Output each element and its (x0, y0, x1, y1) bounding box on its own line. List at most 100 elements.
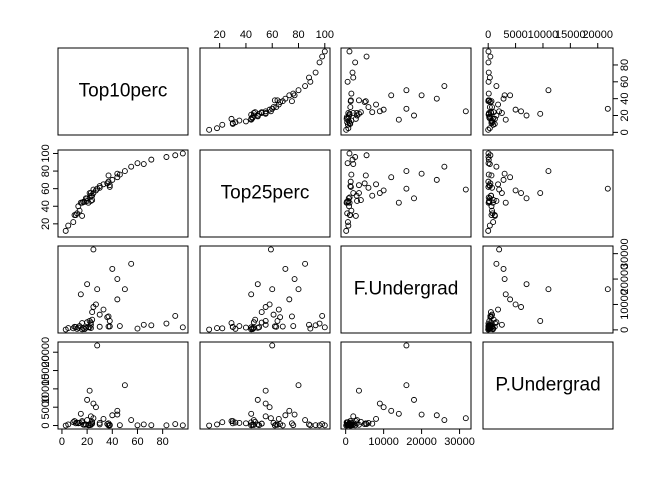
point (254, 396, 261, 403)
point (134, 422, 141, 429)
point (365, 104, 372, 111)
point (363, 421, 370, 428)
point (518, 108, 525, 115)
point (433, 95, 440, 102)
point (96, 420, 103, 426)
point (493, 83, 500, 89)
point (84, 198, 91, 204)
point (362, 172, 369, 179)
panel (199, 149, 331, 238)
point (418, 170, 425, 177)
point (347, 104, 354, 111)
point (350, 190, 357, 197)
y-tick-label: 0 (619, 129, 631, 135)
point (109, 265, 116, 272)
y-tick-label: 0 (619, 327, 631, 333)
point (604, 185, 611, 192)
y-tick-label: 60 (40, 183, 52, 195)
point (219, 325, 226, 332)
point (493, 112, 500, 119)
point (343, 114, 350, 121)
point (290, 323, 297, 330)
y-tick-label: 20 (619, 109, 631, 121)
point (262, 387, 269, 394)
point (262, 413, 269, 420)
point (206, 126, 213, 133)
point (356, 182, 362, 189)
point (72, 212, 79, 218)
point (373, 181, 379, 188)
point (86, 190, 93, 197)
point (106, 421, 113, 428)
point (373, 101, 379, 108)
point (266, 106, 273, 113)
x-tick-label: 40 (106, 436, 118, 448)
point (179, 150, 186, 157)
point (100, 181, 107, 188)
x-tick-label: 30000 (444, 436, 475, 448)
point (344, 160, 351, 167)
point (163, 320, 170, 327)
point (343, 421, 350, 428)
point (128, 260, 135, 267)
point (242, 420, 249, 427)
point (486, 222, 493, 229)
y-tick-label: 5000 (40, 395, 52, 419)
point (229, 420, 236, 427)
panel (57, 149, 189, 238)
point (81, 326, 88, 333)
point (81, 198, 88, 205)
point (507, 174, 514, 181)
point (501, 170, 508, 177)
point (488, 172, 495, 179)
point (354, 198, 361, 204)
point (148, 156, 155, 163)
panel (199, 341, 331, 430)
point (267, 246, 274, 253)
point (84, 417, 91, 423)
point (72, 324, 79, 331)
point (388, 407, 395, 414)
point (487, 312, 494, 319)
point (491, 212, 498, 218)
point (491, 323, 498, 330)
point (489, 207, 495, 214)
x-tick-label: 20 (81, 436, 93, 448)
point (94, 286, 101, 293)
y-tick-label: 15000 (40, 355, 52, 386)
point (487, 192, 494, 199)
panel (199, 245, 331, 334)
point (363, 152, 370, 159)
point (148, 322, 155, 329)
point (512, 106, 519, 113)
point (254, 112, 261, 119)
point (206, 326, 213, 333)
x-tick-label: 80 (292, 29, 304, 41)
point (486, 114, 493, 121)
point (369, 192, 376, 199)
point (395, 199, 402, 206)
point (248, 410, 255, 417)
point (90, 246, 97, 253)
y-tick-label: 80 (619, 59, 631, 71)
point (81, 421, 88, 428)
point (266, 404, 273, 411)
panel (340, 47, 472, 136)
point (545, 168, 552, 175)
point (148, 422, 155, 429)
point (104, 314, 111, 321)
point (350, 161, 357, 167)
point (269, 342, 276, 349)
point (493, 163, 500, 170)
point (363, 53, 370, 60)
point (411, 112, 417, 119)
point (496, 186, 503, 193)
point (376, 400, 383, 407)
point (441, 417, 448, 423)
point (250, 319, 257, 326)
x-tick-label: 40 (240, 29, 252, 41)
point (489, 104, 495, 111)
point (361, 180, 368, 187)
point (295, 382, 302, 389)
